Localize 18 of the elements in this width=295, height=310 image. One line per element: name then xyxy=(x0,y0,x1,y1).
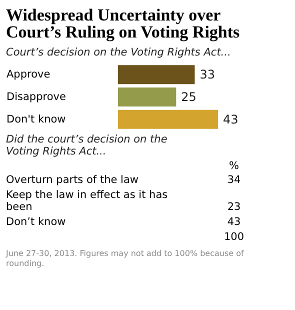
y-tick-label: Don't know xyxy=(6,113,66,126)
data-label: 25 xyxy=(181,90,196,104)
data-label: 23 xyxy=(227,201,241,213)
category-label: Overturn parts of the law xyxy=(6,174,139,186)
data-label: 43 xyxy=(227,216,241,228)
text: June 27-30, 2013. Figures may not add to 100% because of rounding. xyxy=(5,249,244,268)
category-label: Don’t know xyxy=(6,216,66,228)
y-tick-label: Disapprove xyxy=(6,91,66,103)
text: Did the court’s decision on the Voting Rights Act... xyxy=(6,134,168,158)
y-tick-label: Approve xyxy=(6,68,50,81)
data-label: 43 xyxy=(223,112,238,126)
text: 100 xyxy=(224,231,244,243)
category-label: Keep the law in effect as it has been xyxy=(6,189,168,213)
data-label: 33 xyxy=(200,68,216,82)
chart-title: Widespread Uncertainty over Court’s Ruling on Voting Rights xyxy=(6,6,240,42)
data-label: 34 xyxy=(227,174,241,186)
chart-subtitle: Court’s decision on the Voting Rights Act... xyxy=(6,46,231,58)
text: % xyxy=(229,160,240,172)
